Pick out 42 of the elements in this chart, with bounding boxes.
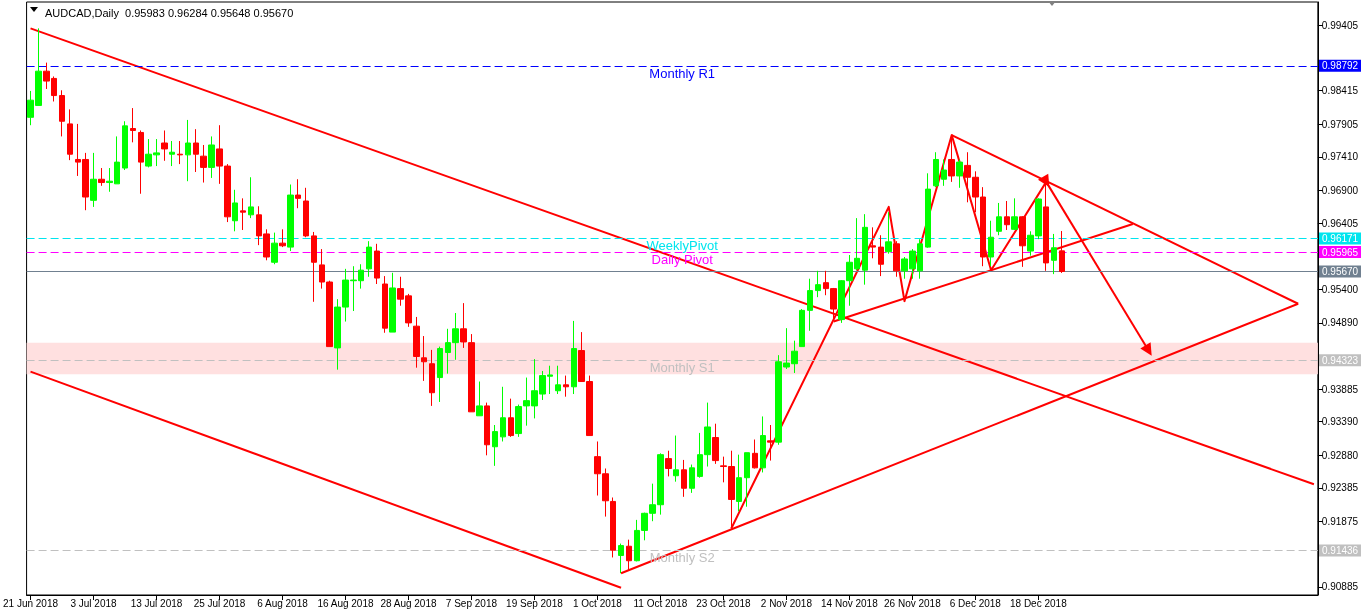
y-tick-label: 0.93885: [1321, 383, 1359, 395]
text: 0.98792: [1322, 60, 1359, 72]
x-tick-label: 3 Jul 2018: [70, 597, 118, 609]
ref-line-label: Daily Pivot: [651, 252, 714, 268]
x-tick-label: 11 Oct 2018: [633, 597, 688, 609]
x-tick-label: 13 Jul 2018: [130, 597, 183, 609]
y-tick-label: 0.90885: [1321, 581, 1359, 593]
text: 0.95965: [1322, 246, 1359, 258]
text: 0.91436: [1322, 544, 1359, 556]
y-tick-label: 0.96900: [1321, 184, 1359, 196]
y-tick-label: 0.93390: [1321, 416, 1359, 428]
y-tick-label: 0.99405: [1321, 19, 1359, 31]
y-tick-label: 0.97410: [1321, 151, 1359, 163]
ref-line-label: Monthly S1: [649, 360, 715, 376]
x-tick-label: 23 Oct 2018: [696, 597, 752, 609]
y-tick-label: 0.91875: [1321, 516, 1359, 528]
x-tick-label: 2 Nov 2018: [760, 597, 813, 609]
y-tick-label: 0.92385: [1321, 482, 1359, 494]
text: 0.96171: [1322, 232, 1359, 244]
text: 0.95670: [1322, 265, 1359, 277]
x-tick-label: 18 Dec 2018: [1009, 597, 1068, 609]
x-tick-label: 25 Jul 2018: [193, 597, 246, 609]
x-tick-label: 26 Nov 2018: [884, 597, 942, 609]
y-tick-label: 0.92880: [1321, 449, 1359, 461]
x-tick-label: 7 Sep 2018: [445, 597, 498, 609]
y-tick-label: 0.97905: [1321, 118, 1359, 130]
x-tick-label: 6 Dec 2018: [949, 597, 1002, 609]
x-tick-label: 14 Nov 2018: [821, 597, 879, 609]
y-tick-label: 0.98415: [1321, 85, 1359, 97]
x-tick-label: 6 Aug 2018: [257, 597, 309, 609]
chart-title: AUDCAD,Daily 0.95983 0.96284 0.95648 0.95670: [45, 6, 294, 19]
y-tick-label: 0.94890: [1321, 317, 1359, 329]
ref-line-label: Monthly R1: [649, 65, 716, 81]
ref-line-label: WeeklyPivot: [646, 238, 719, 254]
x-tick-label: 16 Aug 2018: [317, 597, 374, 609]
x-tick-label: 1 Oct 2018: [572, 597, 623, 609]
text: 0.94323: [1322, 354, 1359, 366]
x-tick-label: 28 Aug 2018: [380, 597, 437, 609]
y-tick-label: 0.96405: [1321, 217, 1359, 229]
x-tick-label: 21 Jun 2018: [2, 597, 59, 609]
x-tick-label: 19 Sep 2018: [506, 597, 564, 609]
y-tick-label: 0.95400: [1321, 283, 1359, 295]
